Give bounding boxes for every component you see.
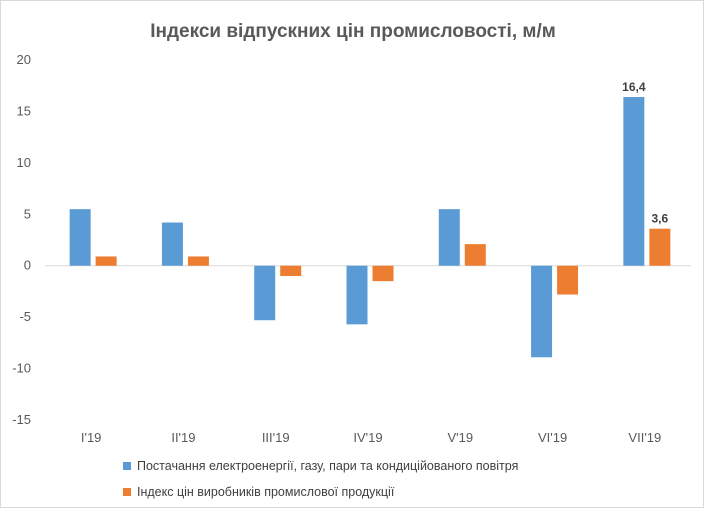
- bar-electricity: [69, 209, 91, 266]
- legend-item-electricity: Постачання електроенергії, газу, пари та…: [123, 459, 518, 473]
- bar-ppi: [372, 265, 394, 282]
- x-tick-label: I'19: [81, 430, 102, 445]
- bar-electricity: [161, 222, 183, 266]
- chart-title: Індекси відпускних цін промисловості, м/…: [150, 21, 556, 42]
- legend-label-ppi: Індекс цін виробників промислової продук…: [137, 485, 395, 499]
- bar-ppi: [95, 256, 117, 266]
- bar-ppi: [187, 256, 209, 266]
- data-label: 16,4: [622, 80, 646, 94]
- bar-electricity: [438, 209, 460, 266]
- x-tick-label: VI'19: [538, 430, 567, 445]
- bar-ppi: [649, 228, 671, 266]
- data-label: 3,6: [652, 212, 669, 226]
- bar-ppi: [464, 244, 486, 266]
- y-tick-label: 10: [17, 155, 31, 170]
- x-tick-label: IV'19: [353, 430, 382, 445]
- bar-electricity: [254, 265, 276, 321]
- x-tick-label: VII'19: [628, 430, 661, 445]
- y-tick-label: 20: [17, 52, 31, 67]
- y-tick-label: -5: [19, 309, 31, 324]
- x-tick-label: III'19: [262, 430, 290, 445]
- y-tick-label: 5: [24, 206, 31, 221]
- bar-ppi: [557, 265, 579, 295]
- y-tick-label: -15: [12, 412, 31, 427]
- bar-ppi: [280, 265, 302, 276]
- x-tick-label: II'19: [171, 430, 195, 445]
- bar-electricity: [531, 265, 553, 358]
- legend-label-electricity: Постачання електроенергії, газу, пари та…: [137, 459, 519, 473]
- y-tick-label: -10: [12, 361, 31, 376]
- legend-swatch-electricity: [123, 462, 131, 470]
- y-tick-label: 0: [24, 258, 31, 273]
- bar-electricity: [346, 265, 368, 325]
- y-tick-label: 15: [17, 103, 31, 118]
- legend-item-ppi: Індекс цін виробників промислової продук…: [123, 485, 394, 499]
- bar-electricity: [623, 97, 645, 266]
- legend-swatch-ppi: [123, 488, 131, 496]
- x-tick-label: V'19: [447, 430, 473, 445]
